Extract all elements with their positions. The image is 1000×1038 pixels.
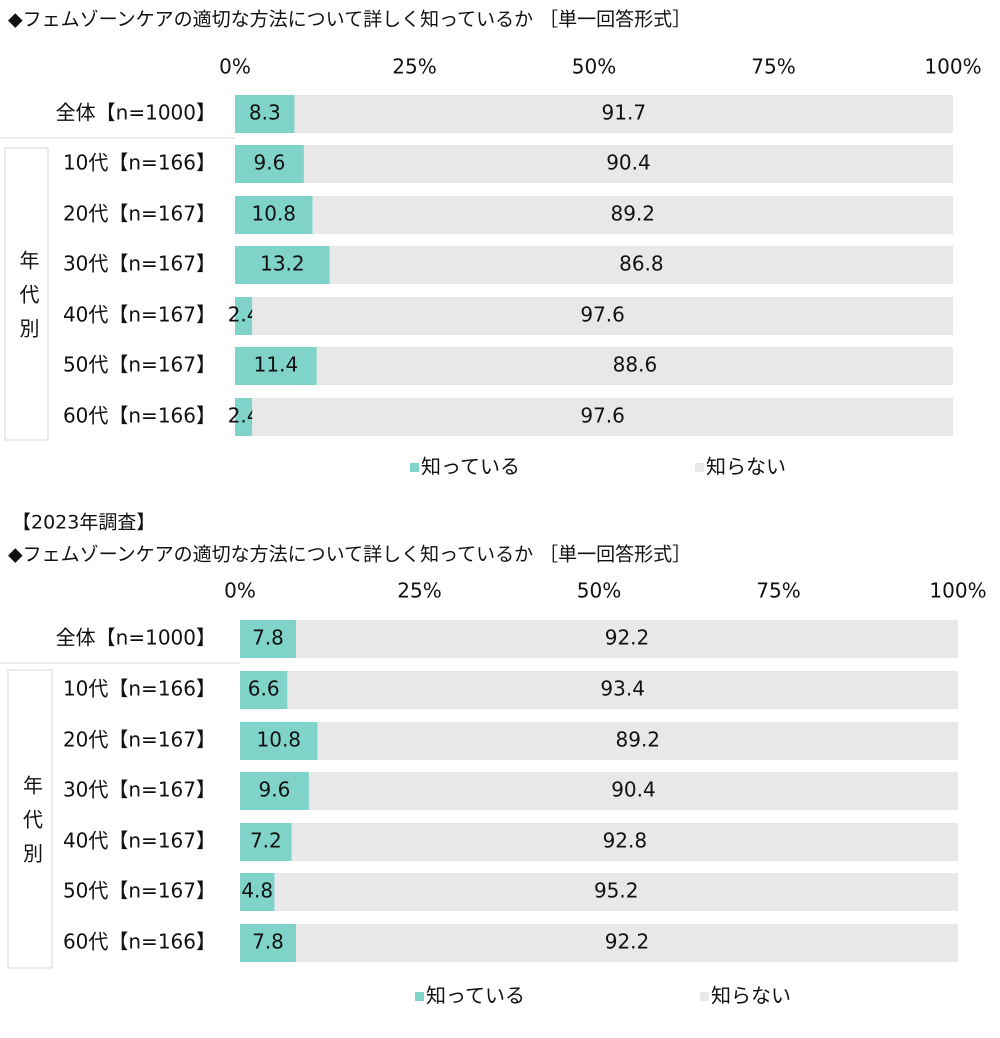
bar-segment: [296, 924, 958, 962]
x-tick-label: 75%: [756, 579, 800, 603]
bar-segment: [294, 95, 953, 133]
bar-segment: [235, 297, 253, 335]
value-label: 97.6: [580, 404, 625, 428]
x-tick-label: 100%: [924, 55, 981, 79]
category-label: 全体【n=1000】: [56, 101, 216, 125]
category-label: 40代【n=167】: [63, 829, 216, 853]
legend-label: 知っている: [426, 984, 525, 1008]
value-label: 7.8: [252, 626, 284, 650]
bar-segment: [235, 95, 295, 133]
bar-segment: [329, 246, 953, 284]
legend-label: 知らない: [706, 455, 786, 479]
chart-subtitle: 【2023年調査】: [12, 512, 155, 534]
legend-swatch: [700, 992, 709, 1001]
bar-segment: [235, 196, 313, 234]
legend-swatch: [415, 992, 424, 1001]
bar-segment: [308, 772, 959, 810]
value-label: 88.6: [613, 353, 658, 377]
x-tick-label: 25%: [392, 55, 436, 79]
value-label: 9.6: [259, 778, 291, 802]
group-box: [4, 147, 49, 441]
category-label: 20代【n=167】: [63, 202, 216, 226]
chart-title: ◆フェムゾーンケアの適切な方法について詳しく知っているか ［単一回答形式］: [8, 9, 691, 31]
value-label: 97.6: [580, 303, 625, 327]
x-tick-label: 50%: [577, 579, 621, 603]
bar-segment: [235, 398, 253, 436]
bar-segment: [316, 347, 953, 385]
x-tick-label: 50%: [572, 55, 616, 79]
x-tick-label: 25%: [397, 579, 441, 603]
value-label: 4.8: [241, 879, 273, 903]
legend-label: 知っている: [421, 455, 520, 479]
bar-segment: [240, 620, 297, 658]
bar-segment: [235, 347, 317, 385]
category-label: 40代【n=167】: [63, 303, 216, 327]
value-label: 10.8: [257, 728, 302, 752]
bar-segment: [291, 823, 958, 861]
category-label: 60代【n=166】: [63, 930, 216, 954]
value-label: 92.2: [605, 626, 650, 650]
legend-label: 知らない: [711, 984, 791, 1008]
category-label: 30代【n=167】: [63, 778, 216, 802]
group-label: 年代別: [20, 775, 44, 877]
value-label: 89.2: [616, 728, 661, 752]
x-tick-label: 75%: [751, 55, 795, 79]
value-label: 90.4: [606, 151, 651, 175]
bar-segment: [303, 145, 954, 183]
value-label: 91.7: [602, 101, 647, 125]
bar-segment: [240, 722, 318, 760]
value-label: 95.2: [594, 879, 639, 903]
category-label: 50代【n=167】: [63, 879, 216, 903]
value-label: 11.4: [254, 353, 299, 377]
bar-segment: [240, 873, 275, 911]
x-tick-label: 0%: [224, 579, 256, 603]
group-box: [7, 669, 53, 969]
category-label: 30代【n=167】: [63, 252, 216, 276]
value-label: 93.4: [600, 677, 645, 701]
value-label: 89.2: [611, 202, 656, 226]
bar-segment: [240, 823, 292, 861]
bar-segment: [317, 722, 958, 760]
category-label: 10代【n=166】: [63, 151, 216, 175]
category-label: 50代【n=167】: [63, 353, 216, 377]
x-tick-label: 100%: [929, 579, 986, 603]
value-label: 86.8: [619, 252, 664, 276]
legend-swatch: [695, 463, 704, 472]
bar-segment: [312, 196, 953, 234]
bar-segment: [240, 671, 288, 709]
category-label: 60代【n=166】: [63, 404, 216, 428]
bar-segment: [287, 671, 958, 709]
category-label: 全体【n=1000】: [56, 626, 216, 650]
value-label: 9.6: [254, 151, 286, 175]
value-label: 6.6: [248, 677, 280, 701]
value-label: 92.2: [605, 930, 650, 954]
value-label: 10.8: [252, 202, 297, 226]
bar-segment: [296, 620, 958, 658]
group-label: 年代別: [16, 250, 40, 352]
chart-title: ◆フェムゾーンケアの適切な方法について詳しく知っているか ［単一回答形式］: [8, 544, 691, 566]
value-label: 90.4: [611, 778, 656, 802]
bar-segment: [235, 246, 330, 284]
bar-segment: [240, 924, 297, 962]
x-tick-label: 0%: [219, 55, 251, 79]
bar-segment: [274, 873, 958, 911]
category-label: 10代【n=166】: [63, 677, 216, 701]
value-label: 7.8: [252, 930, 284, 954]
bar-segment: [252, 398, 953, 436]
value-label: 7.2: [250, 829, 282, 853]
bar-segment: [240, 772, 309, 810]
value-label: 92.8: [603, 829, 648, 853]
legend-swatch: [410, 463, 419, 472]
bar-segment: [235, 145, 304, 183]
value-label: 8.3: [249, 101, 281, 125]
category-label: 20代【n=167】: [63, 728, 216, 752]
value-label: 13.2: [260, 252, 305, 276]
bar-segment: [252, 297, 953, 335]
